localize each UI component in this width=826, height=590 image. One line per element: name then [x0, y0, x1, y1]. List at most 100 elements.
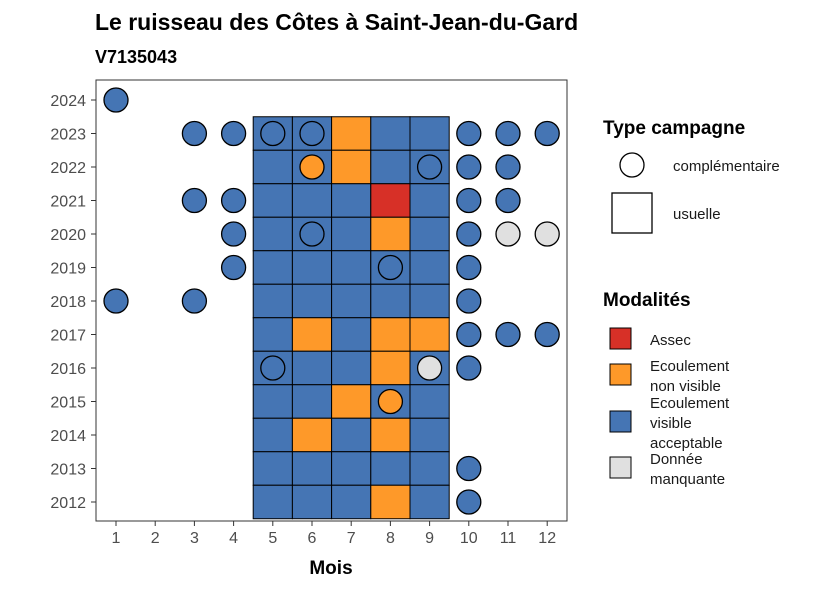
point-complementaire: [377, 254, 404, 281]
point-complementaire: [456, 254, 482, 281]
point-complementaire: [456, 321, 482, 348]
y-tick-label: 2014: [50, 428, 86, 445]
tile-usuelle: [291, 350, 333, 386]
x-tick-label: 5: [268, 530, 277, 547]
tile-usuelle: [409, 451, 450, 486]
y-tick-label: 2023: [50, 127, 86, 144]
chart-title: Le ruisseau des Côtes à Saint-Jean-du-Ga…: [95, 9, 578, 35]
tile-usuelle: [331, 317, 372, 352]
point-complementaire: [456, 187, 482, 214]
tile-usuelle: [409, 283, 450, 319]
y-tick-label: 2016: [50, 361, 86, 378]
tile-usuelle: [370, 149, 411, 185]
tile-usuelle: [252, 283, 293, 319]
legend-modalite-label: Assec: [650, 332, 691, 349]
tile-usuelle: [331, 484, 372, 520]
tile-usuelle: [252, 250, 293, 285]
y-tick-label: 2024: [50, 93, 86, 110]
tile-usuelle: [291, 183, 333, 218]
x-tick-label: 11: [500, 530, 517, 547]
x-tick-label: 7: [347, 530, 356, 547]
point-complementaire: [534, 221, 560, 247]
tile-usuelle: [370, 183, 411, 218]
point-complementaire: [181, 288, 208, 314]
tile-usuelle: [291, 384, 333, 419]
legend-modalite-label: Ecoulement visible acceptable: [650, 395, 730, 452]
point-complementaire: [103, 87, 129, 113]
tile-usuelle: [409, 250, 450, 285]
legend-modalite-label: Ecoulement non visible: [650, 358, 730, 395]
tile-usuelle: [370, 116, 411, 151]
y-tick-label: 2021: [50, 194, 86, 211]
tile-usuelle: [291, 250, 333, 285]
tile-usuelle: [331, 250, 372, 285]
tile-usuelle: [291, 451, 333, 486]
point-complementaire: [377, 388, 404, 415]
point-complementaire: [260, 120, 286, 147]
tile-usuelle: [252, 149, 293, 185]
x-tick-label: 3: [190, 530, 199, 547]
tile-usuelle: [331, 216, 372, 252]
legend-key-circle: [619, 152, 645, 178]
point-complementaire: [456, 154, 482, 180]
tile-usuelle: [291, 417, 333, 453]
tile-usuelle: [252, 317, 293, 352]
y-tick-label: 2020: [50, 227, 86, 244]
tile-usuelle: [370, 216, 411, 252]
point-complementaire: [456, 120, 482, 147]
y-tick-label: 2017: [50, 328, 86, 345]
legend-modalite-swatch: [609, 410, 632, 433]
point-complementaire: [456, 489, 482, 515]
chart-subtitle: V7135043: [95, 47, 177, 67]
tile-usuelle: [370, 350, 411, 386]
point-complementaire: [220, 187, 247, 214]
tile-usuelle: [331, 149, 372, 185]
tile-usuelle: [409, 417, 450, 453]
point-complementaire: [220, 254, 247, 281]
legend-key-square: [611, 192, 653, 234]
tile-usuelle: [252, 417, 293, 453]
tile-usuelle: [252, 384, 293, 419]
tile-usuelle: [409, 116, 450, 151]
point-complementaire: [260, 355, 286, 381]
tile-usuelle: [331, 417, 372, 453]
tile-usuelle: [409, 384, 450, 419]
tile-usuelle: [409, 183, 450, 218]
point-complementaire: [416, 355, 443, 381]
legend-modalite-swatch: [609, 363, 632, 386]
point-complementaire: [181, 187, 208, 214]
legend-modalite-swatch: [609, 456, 632, 479]
point-complementaire: [495, 187, 521, 214]
plot-area: [95, 79, 568, 522]
y-tick-label: 2019: [50, 261, 86, 278]
point-complementaire: [299, 120, 325, 147]
point-complementaire: [495, 120, 521, 147]
tile-usuelle: [370, 317, 411, 352]
point-complementaire: [456, 288, 482, 314]
point-complementaire: [456, 355, 482, 381]
y-tick-label: 2018: [50, 294, 86, 311]
tile-usuelle: [409, 216, 450, 252]
point-complementaire: [495, 221, 521, 247]
x-tick-label: 8: [386, 530, 395, 547]
tile-usuelle: [331, 384, 372, 419]
point-complementaire: [299, 221, 325, 247]
tile-usuelle: [370, 417, 411, 453]
x-tick-label: 12: [538, 530, 556, 547]
point-complementaire: [456, 221, 482, 247]
legend-type-label: complémentaire: [673, 158, 780, 175]
tile-usuelle: [409, 317, 450, 352]
x-tick-label: 2: [151, 530, 160, 547]
point-complementaire: [534, 120, 560, 147]
tile-usuelle: [252, 484, 293, 520]
legend-modalite-swatch: [609, 327, 632, 350]
tile-usuelle: [252, 451, 293, 486]
tile-usuelle: [291, 317, 333, 352]
point-complementaire: [220, 221, 247, 247]
tile-usuelle: [291, 283, 333, 319]
legend: Type campagne complémentaire usuelle Modali…: [603, 118, 780, 488]
x-tick-label: 9: [425, 530, 434, 547]
legend-modalite-label: Donnée manquante: [650, 451, 725, 488]
x-tick-label: 10: [460, 530, 478, 547]
